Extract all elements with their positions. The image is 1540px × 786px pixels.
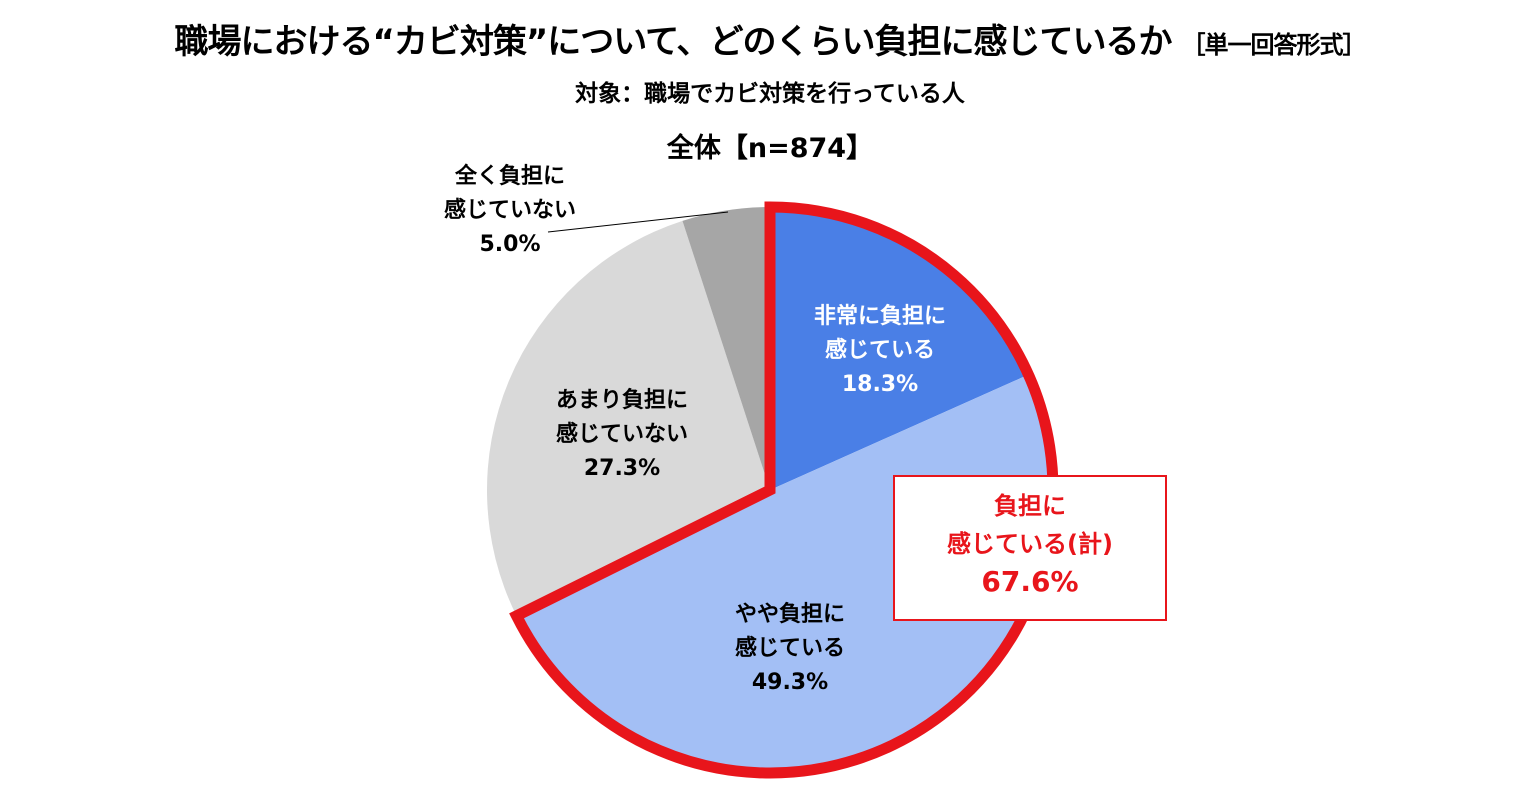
- sample-size-label: 全体【n=874】: [666, 133, 874, 164]
- label-value: 27.3%: [583, 456, 661, 481]
- leader-line: [547, 211, 729, 233]
- slice-label-very-burdened: 非常に負担に 感じている 18.3%: [780, 300, 980, 402]
- callout-line: 感じている(計): [947, 530, 1113, 558]
- chart-subtitle: 対象：職場でカビ対策を行っている人: [575, 81, 965, 107]
- label-line: 感じていない: [443, 198, 576, 223]
- slice-label-somewhat-burdened: やや負担に 感じている 49.3%: [690, 598, 890, 700]
- pie-slices: [487, 207, 1054, 774]
- highlight-outline: [509, 201, 1059, 779]
- label-value: 49.3%: [751, 670, 829, 695]
- chart-title: 職場における“カビ対策”について、どのくらい負担に感じているか ［単一回答形式］: [0, 14, 1540, 63]
- label-line: 全く負担に: [454, 164, 565, 189]
- label-value: 18.3%: [841, 372, 919, 397]
- label-line: 感じていない: [555, 422, 688, 447]
- label-line: 感じている: [734, 636, 845, 661]
- label-value: 5.0%: [479, 232, 541, 257]
- callout-value: 67.6%: [981, 565, 1079, 598]
- title-tag: ［単一回答形式］: [1181, 31, 1366, 59]
- label-line: 非常に負担に: [813, 304, 946, 329]
- pie-slice: [516, 374, 1054, 774]
- callout-line: 負担に: [994, 492, 1066, 520]
- label-line: あまり負担に: [555, 388, 688, 413]
- pie-slice: [682, 207, 770, 490]
- label-line: 感じている: [824, 338, 935, 363]
- title-text: 職場における“カビ対策”について、どのくらい負担に感じているか: [174, 22, 1173, 62]
- pie-slice: [487, 220, 770, 616]
- slice-label-not-very-burdened: あまり負担に 感じていない 27.3%: [522, 384, 722, 486]
- pie-slice: [770, 207, 1029, 490]
- label-line: やや負担に: [734, 602, 845, 627]
- slice-label-not-at-all-burdened: 全く負担に 感じていない 5.0%: [410, 160, 610, 262]
- total-burdened-callout: 負担に 感じている(計) 67.6%: [893, 475, 1167, 621]
